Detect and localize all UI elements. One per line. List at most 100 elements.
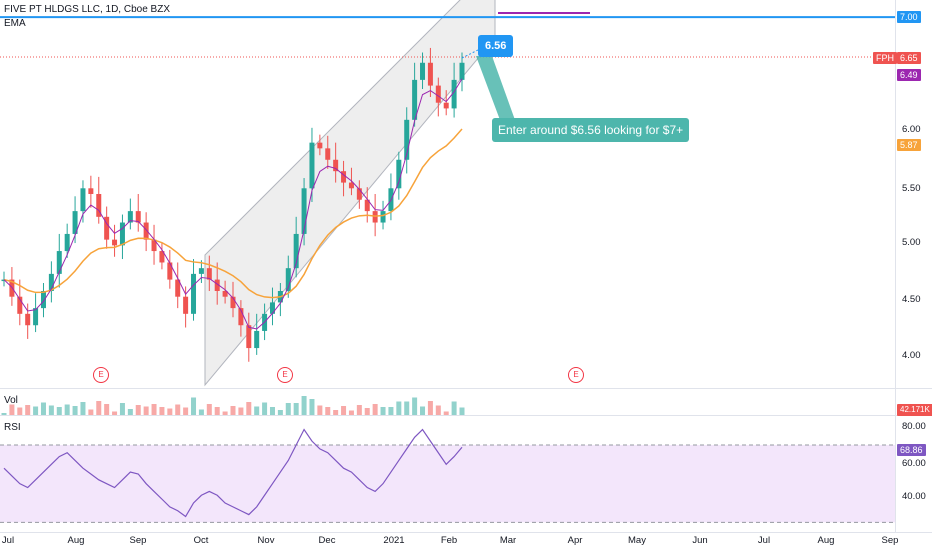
volume-bar [112,411,118,415]
rsi-axis[interactable]: 80.00 60.00 40.00 68.86 [895,416,932,532]
volume-bar [262,402,268,415]
volume-bar [443,411,449,415]
volume-bar [238,407,244,415]
candle-body [246,325,252,349]
volume-bar [333,410,339,415]
price-axis[interactable]: 6.00 5.50 5.00 4.50 4.00 7.00 6.65 6.49 … [895,0,932,388]
earnings-marker-1[interactable]: E [93,367,109,383]
pane-divider[interactable] [0,415,932,416]
volume-bar [388,407,394,415]
volume-bar [380,407,386,415]
volume-bar [96,401,102,415]
candle-body [285,268,291,291]
candle-body [96,194,102,217]
candle-body [420,62,426,80]
volume-bar [254,406,260,415]
volume-bar [56,407,62,415]
volume-axis[interactable]: 42.171K [895,389,932,416]
time-tick: 2021 [383,535,405,546]
candle-body [151,239,157,252]
candle-body [80,188,86,212]
candle-body [412,79,418,120]
volume-bar [372,404,378,415]
candle-body [183,296,189,314]
volume-pane[interactable]: Vol [0,389,895,415]
earnings-marker-2[interactable]: E [277,367,293,383]
candle-body [404,119,410,160]
resistance-price-badge: 7.00 [897,11,921,23]
trade-note-callout[interactable]: Enter around $6.56 looking for $7+ [492,118,690,142]
price-pane[interactable]: FIVE PT HLDGS LLC, 1D, Cboe BZX EMA E E … [0,0,895,388]
candle-body [88,188,94,194]
candle-body [25,313,31,326]
candle-body [427,62,433,86]
volume-bar [48,405,54,415]
time-tick: Oct [193,535,209,546]
pane-divider[interactable] [0,388,932,389]
volume-bar [64,404,70,415]
candle-body [380,211,386,223]
candle-body [293,233,299,269]
candle-body [56,251,62,274]
candle-body [364,199,370,212]
volume-bar [420,406,426,415]
volume-bar [80,402,86,415]
volume-bar [435,405,441,415]
rsi-tick: 60.00 [902,458,926,469]
candle-body [198,268,204,274]
volume-bar [17,407,23,415]
candle-body [301,188,307,234]
volume-bar [230,406,236,415]
candle-body [159,251,165,263]
time-axis[interactable]: Jul Aug Sep Oct Nov Dec 2021 Feb Mar Apr May Jun Jul… [0,532,932,550]
candle-body [119,222,125,246]
last-price-badge: 6.65 [897,52,921,64]
ema-legend[interactable]: EMA [4,18,26,29]
volume-bar [151,404,157,415]
rsi-tick: 40.00 [902,491,926,502]
rsi-band [0,445,895,523]
ticker-tag: FPH [873,52,897,64]
volume-bar [135,405,141,415]
price-tick: 5.00 [902,237,921,248]
volume-bar [325,407,331,415]
volume-legend[interactable]: Vol [4,395,18,406]
volume-bar [222,411,228,415]
candle-body [214,279,220,291]
volume-bar [459,407,465,415]
volume-bar [356,405,362,415]
volume-bar [159,407,165,415]
volume-bar [88,409,94,415]
time-tick: Feb [440,535,458,546]
ema-fast-badge: 6.49 [897,69,921,81]
volume-bar [317,405,323,415]
ema-slow-line [3,128,463,299]
candle-body [317,142,323,149]
rsi-legend[interactable]: RSI [4,422,21,433]
volume-chart [1,396,465,415]
rsi-pane[interactable]: RSI [0,416,895,532]
price-label-annotation[interactable]: 6.56 [478,35,514,57]
time-tick: Sep [129,535,147,546]
time-tick: May [628,535,646,546]
candle-body [104,216,110,240]
price-tick: 4.00 [902,350,921,361]
rsi-tick: 80.00 [902,421,926,432]
rsi-chart[interactable] [0,416,895,532]
volume-bar [175,404,181,415]
candle-body [451,79,457,109]
volume-bar [412,397,418,415]
earnings-marker-3[interactable]: E [568,367,584,383]
ema-slow-badge: 5.87 [897,139,921,151]
volume-bar [72,406,78,415]
time-tick: Jul [757,535,771,546]
price-chart[interactable] [0,0,895,388]
symbol-title[interactable]: FIVE PT HLDGS LLC, 1D, Cboe BZX [4,4,170,15]
volume-bar [198,409,204,415]
candle-body [238,308,244,326]
price-tick: 5.50 [902,183,921,194]
rsi-line [3,428,463,518]
volume-bar [341,406,347,415]
volume-bar [25,405,31,415]
candle-body [191,273,197,314]
